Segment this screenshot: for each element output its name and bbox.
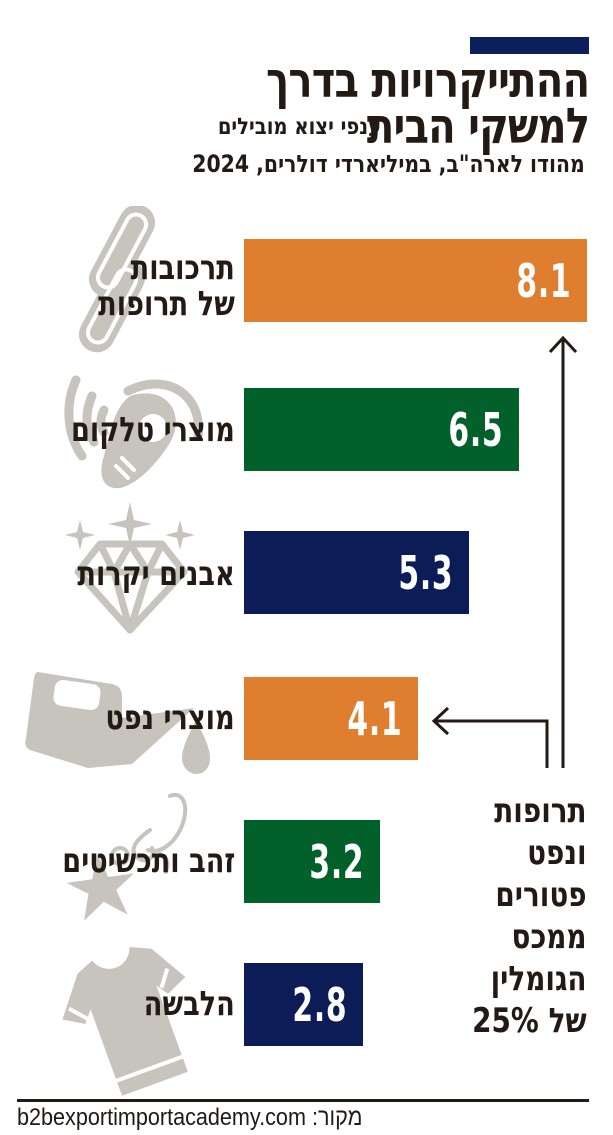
chart-title-line2: למשקי הבית	[318, 98, 590, 155]
source-text: מקור: b2bexportimportacademy.com	[17, 1104, 363, 1131]
bar-gemstones: 5.3	[244, 531, 469, 614]
arrow-up-head-icon	[548, 335, 578, 354]
chart-subtitle: ענפי יצוא מובילים	[217, 114, 381, 140]
bar-petroleum: 4.1	[244, 677, 418, 760]
bar-pharma: 8.1	[244, 239, 587, 322]
chart-subtitle-units: מהודו לארה"ב, במיליארדי דולרים, 2024	[192, 150, 585, 178]
category-label-apparel: הלבשה	[143, 984, 235, 1024]
bar-value: 4.1	[347, 691, 402, 746]
category-label-petroleum: מוצרי נפט	[105, 698, 235, 738]
category-label-gold-jewelry: זהב ותכשיטים	[61, 841, 235, 881]
accent-bar	[470, 37, 589, 54]
source-credit: מקור: b2bexportimportacademy.com	[17, 1104, 362, 1132]
bar-value: 3.2	[309, 834, 364, 889]
oil-can-icon	[25, 672, 210, 774]
bar-value: 2.8	[292, 977, 347, 1032]
star-pendant-icon	[66, 792, 188, 921]
arrow-left-head-icon	[431, 706, 450, 736]
bar-apparel: 2.8	[244, 963, 363, 1046]
annotation-text: תרופות ונפט פטורים ממכס הגומלין של 25%	[472, 791, 587, 1041]
bar-value: 6.5	[448, 402, 503, 457]
pills-icon	[78, 206, 156, 353]
bar-value: 8.1	[516, 253, 571, 308]
bar-value: 5.3	[398, 545, 453, 600]
footer-divider	[17, 1099, 589, 1102]
tshirt-icon	[62, 946, 188, 1096]
bar-gold-jewelry: 3.2	[244, 820, 380, 903]
chart-title-line2-text: למשקי הבית	[366, 98, 590, 155]
arrow-left-line	[434, 719, 549, 768]
category-label-gemstones: אבנים יקרות	[77, 554, 235, 594]
category-label-pharma: תרכובות של תרופות	[98, 248, 235, 324]
chart-title-line1: ההתייקרויות בדרך	[265, 52, 590, 109]
earpiece-icon	[64, 375, 203, 489]
bar-telecom: 6.5	[244, 388, 519, 471]
diamond-icon	[65, 502, 195, 634]
category-label-telecom: מוצרי טלקום	[71, 410, 235, 450]
